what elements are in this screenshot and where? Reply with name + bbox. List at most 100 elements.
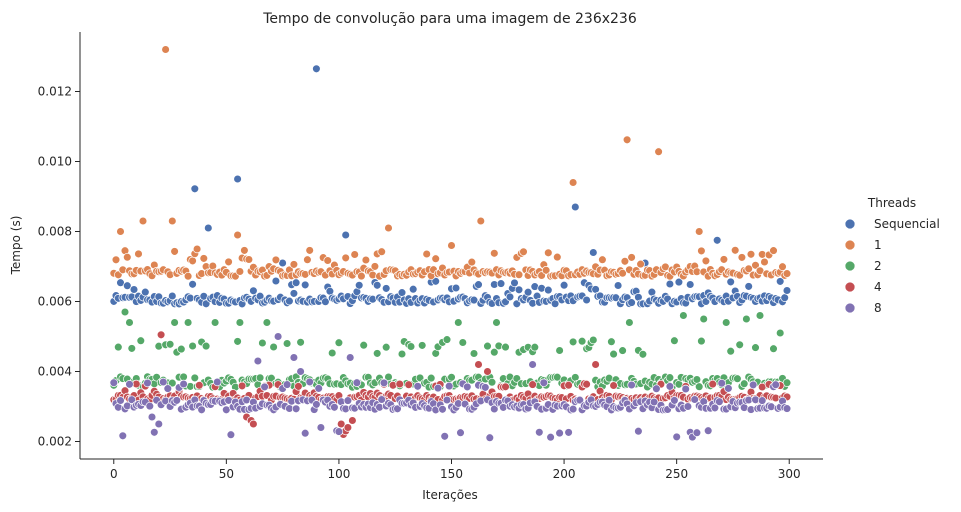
- point: [528, 360, 537, 369]
- point: [361, 255, 371, 265]
- point: [300, 428, 310, 438]
- point: [323, 256, 332, 265]
- point: [582, 379, 591, 389]
- point: [447, 241, 456, 250]
- point: [352, 378, 362, 387]
- point: [469, 349, 479, 358]
- point: [564, 380, 573, 390]
- point: [665, 382, 675, 391]
- legend-marker: [844, 239, 856, 251]
- point: [125, 380, 134, 389]
- point: [514, 270, 524, 279]
- point: [258, 338, 267, 348]
- point: [226, 430, 236, 439]
- point: [760, 257, 769, 267]
- point: [568, 404, 578, 414]
- point: [370, 262, 380, 271]
- point: [379, 378, 389, 388]
- point: [118, 431, 128, 441]
- point: [568, 178, 578, 187]
- point: [294, 382, 303, 391]
- point: [413, 382, 422, 391]
- point: [442, 395, 452, 405]
- legend-label: 2: [874, 259, 882, 273]
- point: [417, 341, 427, 350]
- point: [120, 307, 130, 317]
- point: [249, 286, 258, 296]
- point: [161, 45, 170, 54]
- point: [636, 259, 645, 269]
- point: [771, 380, 780, 389]
- point: [269, 342, 278, 352]
- point: [168, 378, 177, 388]
- point: [233, 337, 242, 346]
- point: [244, 255, 254, 264]
- point: [377, 247, 386, 256]
- point: [350, 250, 359, 259]
- point: [156, 330, 166, 340]
- legend-label: 1: [874, 238, 882, 252]
- point: [717, 378, 726, 388]
- point: [699, 314, 708, 324]
- point: [769, 344, 778, 353]
- point: [719, 255, 729, 264]
- point: [341, 253, 350, 263]
- y-tick-label: 0.002: [38, 435, 72, 449]
- point: [201, 341, 211, 351]
- legend-marker: [844, 302, 856, 314]
- point: [555, 428, 564, 438]
- point: [192, 244, 202, 254]
- point: [354, 281, 364, 290]
- point: [577, 336, 587, 346]
- point: [568, 337, 578, 347]
- point: [627, 380, 636, 390]
- series-1: [109, 64, 792, 309]
- point: [589, 335, 598, 345]
- point: [620, 257, 630, 266]
- point: [300, 280, 310, 290]
- point: [321, 297, 330, 306]
- series-2: [109, 45, 792, 281]
- point: [141, 287, 150, 297]
- point: [170, 318, 179, 327]
- point: [426, 373, 436, 383]
- point: [697, 246, 706, 256]
- point: [271, 276, 281, 286]
- point: [138, 216, 148, 226]
- point: [546, 432, 555, 442]
- point: [372, 349, 382, 358]
- point: [742, 314, 751, 324]
- point: [195, 381, 204, 390]
- point: [553, 252, 562, 262]
- y-tick-label: 0.008: [38, 225, 72, 239]
- point: [327, 348, 337, 358]
- point: [296, 367, 305, 376]
- point: [613, 281, 623, 290]
- point: [312, 400, 321, 409]
- point: [168, 216, 177, 226]
- point: [481, 383, 490, 392]
- point: [188, 280, 197, 289]
- point: [564, 428, 573, 437]
- point: [683, 402, 693, 411]
- point: [291, 278, 301, 287]
- point: [433, 383, 443, 393]
- points-layer: [109, 45, 792, 442]
- point: [431, 277, 440, 286]
- legend: Threads Sequencial 1 2 4 8: [844, 196, 940, 315]
- point: [282, 380, 292, 389]
- point: [476, 216, 486, 226]
- series-3: [109, 307, 792, 392]
- point: [282, 339, 292, 348]
- point: [197, 405, 206, 415]
- point: [690, 395, 699, 404]
- x-tick-label: 100: [327, 467, 350, 481]
- point: [757, 396, 767, 405]
- point: [384, 223, 393, 233]
- point: [681, 384, 690, 394]
- x-ticks: 0 50 100 150 200 250 300: [110, 459, 801, 481]
- point: [442, 335, 452, 344]
- point: [519, 247, 528, 257]
- point: [703, 426, 713, 435]
